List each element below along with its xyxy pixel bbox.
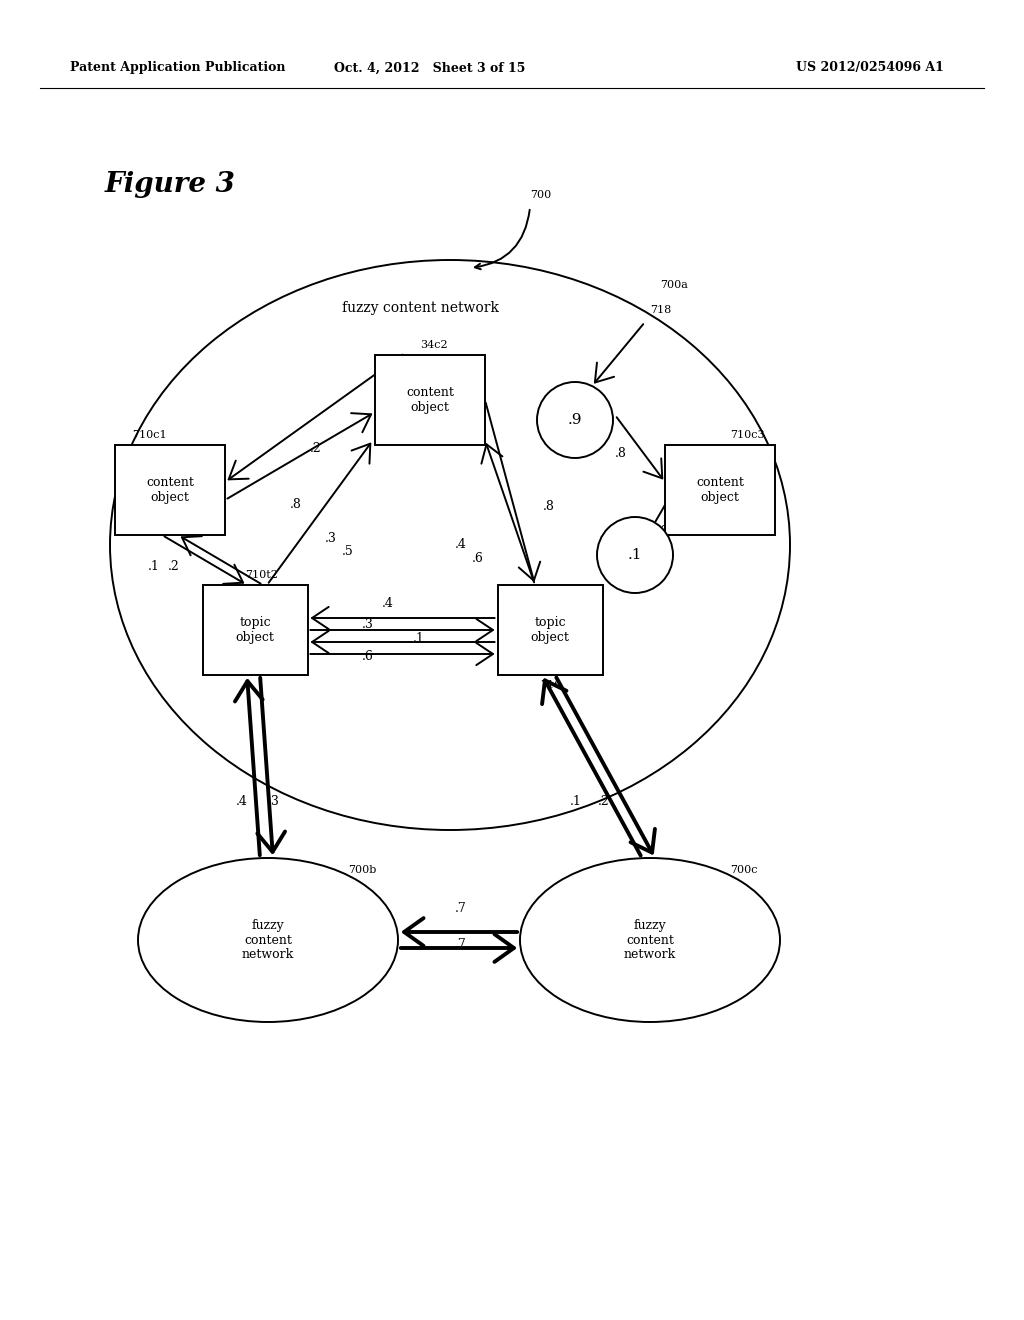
Text: .7: .7: [455, 939, 467, 950]
Text: .8: .8: [290, 498, 302, 511]
FancyBboxPatch shape: [375, 355, 485, 445]
Text: .3: .3: [325, 532, 337, 545]
Text: 700c: 700c: [730, 865, 758, 875]
Text: .4: .4: [455, 539, 467, 550]
Text: 710c3: 710c3: [730, 430, 765, 440]
Text: fuzzy
content
network: fuzzy content network: [242, 919, 294, 961]
Text: 710t2: 710t2: [620, 562, 653, 572]
Text: .4: .4: [236, 795, 248, 808]
Text: Figure 3: Figure 3: [105, 172, 236, 198]
Text: .6: .6: [472, 552, 484, 565]
Text: 710c1: 710c1: [132, 430, 167, 440]
Ellipse shape: [520, 858, 780, 1022]
Text: 710t2: 710t2: [245, 570, 278, 579]
Circle shape: [597, 517, 673, 593]
Text: 700: 700: [530, 190, 551, 201]
Text: 700b: 700b: [348, 865, 377, 875]
Text: 700a: 700a: [660, 280, 688, 290]
Text: content
object: content object: [407, 385, 454, 414]
Text: .3: .3: [658, 525, 670, 539]
Text: .9: .9: [567, 413, 583, 426]
Text: US 2012/0254096 A1: US 2012/0254096 A1: [796, 62, 944, 74]
Text: .4: .4: [382, 597, 394, 610]
Text: 716: 716: [540, 680, 561, 690]
Text: .5: .5: [342, 545, 353, 558]
Text: .2: .2: [598, 795, 609, 808]
Ellipse shape: [138, 858, 398, 1022]
FancyBboxPatch shape: [498, 585, 602, 675]
Text: Oct. 4, 2012   Sheet 3 of 15: Oct. 4, 2012 Sheet 3 of 15: [334, 62, 525, 74]
Text: .7: .7: [455, 902, 467, 915]
Text: content
object: content object: [696, 477, 744, 504]
Text: .8: .8: [615, 447, 627, 459]
Text: .6: .6: [362, 649, 374, 663]
Text: .1: .1: [570, 795, 582, 808]
Text: 718: 718: [650, 305, 672, 315]
Text: .2: .2: [168, 560, 180, 573]
Text: .8: .8: [543, 500, 555, 513]
Text: .2: .2: [310, 442, 322, 455]
FancyBboxPatch shape: [665, 445, 775, 535]
Text: fuzzy
content
network: fuzzy content network: [624, 919, 676, 961]
Text: fuzzy content network: fuzzy content network: [341, 301, 499, 315]
Text: .1: .1: [628, 548, 642, 562]
Text: .3: .3: [362, 618, 374, 631]
Ellipse shape: [110, 260, 790, 830]
Text: .3: .3: [268, 795, 280, 808]
Text: topic
object: topic object: [530, 616, 569, 644]
Circle shape: [537, 381, 613, 458]
Text: content
object: content object: [146, 477, 194, 504]
FancyBboxPatch shape: [115, 445, 225, 535]
FancyBboxPatch shape: [203, 585, 307, 675]
Text: 34c2: 34c2: [420, 341, 447, 350]
Text: .1: .1: [413, 632, 425, 645]
Text: Patent Application Publication: Patent Application Publication: [70, 62, 286, 74]
Text: topic
object: topic object: [236, 616, 274, 644]
Text: .1: .1: [148, 560, 160, 573]
